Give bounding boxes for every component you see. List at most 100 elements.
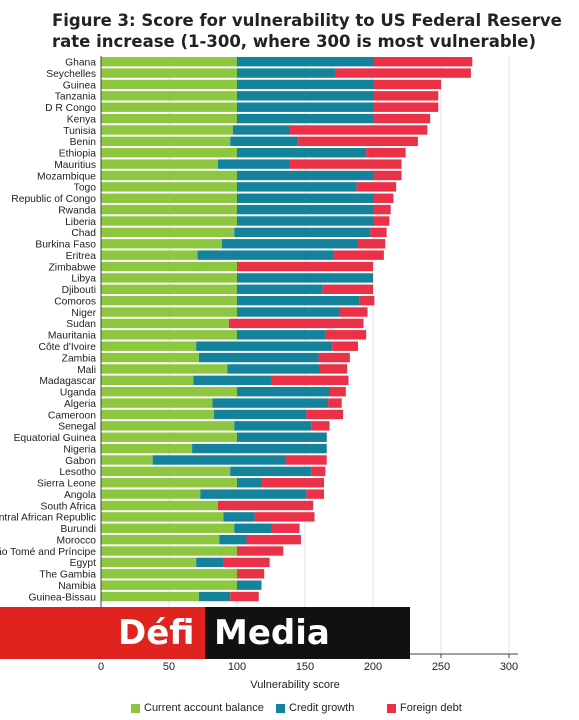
bar-foreign-debt-7 [298, 136, 418, 147]
bar-credit-growth-46 [237, 580, 262, 590]
bar-foreign-debt-2 [373, 79, 441, 90]
bar-credit-growth-7 [230, 136, 299, 147]
bar-credit-growth-20 [237, 284, 323, 294]
bar-foreign-debt-42 [246, 534, 301, 545]
bar-credit-growth-11 [237, 182, 357, 192]
bar-credit-growth-19 [237, 273, 373, 283]
bar-foreign-debt-3 [373, 91, 439, 101]
bar-foreign-debt-14 [373, 216, 390, 226]
bar-foreign-debt-25 [332, 341, 359, 351]
bar-credit-growth-22 [237, 307, 339, 317]
category-label: Benin [70, 137, 97, 148]
bar-credit-growth-31 [213, 409, 307, 420]
category-label: Libya [71, 274, 96, 285]
bar-credit-growth-32 [234, 421, 312, 431]
category-label: Kenya [67, 114, 96, 125]
bar-credit-growth-47 [198, 591, 231, 602]
bar-credit-growth-33 [237, 432, 327, 442]
bar-credit-growth-17 [197, 250, 334, 260]
category-label: Algeria [64, 399, 96, 410]
category-label: Republic of Congo [11, 194, 96, 205]
bar-credit-growth-24 [237, 330, 326, 340]
bar-current-account-36 [101, 466, 231, 477]
bar-foreign-debt-32 [311, 421, 330, 431]
bar-foreign-debt-29 [329, 387, 346, 397]
bar-credit-growth-3 [237, 91, 373, 101]
category-label: Central African Republic [0, 513, 96, 524]
bar-current-account-35 [101, 455, 153, 465]
category-label: Burkina Faso [35, 240, 96, 251]
x-tick-label: 250 [432, 661, 450, 673]
bar-current-account-19 [101, 273, 237, 283]
bar-foreign-debt-10 [373, 170, 402, 181]
bar-current-account-1 [101, 68, 237, 78]
logo-black-block [205, 607, 410, 659]
category-label: Seychelles [46, 69, 96, 80]
bar-current-account-12 [101, 193, 237, 203]
legend-swatch [276, 703, 285, 713]
legend-label: Credit growth [289, 702, 355, 714]
bar-current-account-15 [101, 227, 235, 238]
bar-credit-growth-1 [237, 68, 335, 78]
bar-current-account-38 [101, 489, 201, 499]
bars [101, 56, 473, 602]
category-label: Nigeria [63, 444, 96, 455]
bar-current-account-28 [101, 375, 194, 386]
bar-current-account-31 [101, 409, 214, 420]
bar-current-account-25 [101, 341, 197, 351]
legend-item-credit-growth: Credit growth [276, 700, 354, 716]
bar-credit-growth-42 [219, 534, 247, 545]
legend-item-current-account: Current account balance [131, 700, 264, 716]
bar-current-account-27 [101, 364, 228, 374]
legend-swatch [131, 703, 140, 713]
bar-current-account-0 [101, 56, 237, 67]
bar-current-account-9 [101, 159, 218, 169]
bar-credit-growth-21 [237, 295, 360, 306]
bar-credit-growth-38 [200, 489, 307, 499]
bar-credit-growth-27 [227, 364, 320, 374]
bar-credit-growth-10 [237, 170, 373, 181]
category-label: Togo [74, 183, 97, 194]
category-label: Mali [77, 365, 96, 376]
bar-current-account-2 [101, 79, 237, 90]
category-label: Burundi [61, 524, 97, 535]
x-axis-label: Vulnerability score [250, 679, 339, 691]
bar-credit-growth-40 [223, 512, 255, 522]
category-label: Senegal [58, 422, 96, 433]
bar-credit-growth-2 [237, 79, 373, 90]
bar-current-account-29 [101, 387, 237, 397]
bar-current-account-8 [101, 148, 237, 158]
bar-current-account-40 [101, 512, 224, 522]
bar-foreign-debt-26 [318, 352, 350, 363]
logo-text-media: Media [214, 613, 330, 653]
category-label: Mauritania [48, 331, 96, 342]
bar-foreign-debt-43 [237, 546, 284, 556]
category-label: Sierra Leone [37, 479, 96, 490]
bar-credit-growth-41 [234, 523, 271, 533]
category-label: Guinea [63, 80, 96, 91]
bar-foreign-debt-47 [230, 591, 259, 602]
bar-credit-growth-9 [217, 159, 291, 169]
bar-current-account-7 [101, 136, 231, 147]
bar-current-account-39 [101, 500, 218, 511]
category-label: São Tomé and Príncipe [0, 547, 96, 558]
bar-current-account-32 [101, 421, 235, 431]
bar-credit-growth-6 [232, 125, 291, 135]
bar-current-account-37 [101, 478, 237, 488]
category-label: D R Congo [45, 103, 96, 114]
bar-foreign-debt-31 [306, 409, 344, 420]
bar-current-account-20 [101, 284, 237, 294]
bar-current-account-17 [101, 250, 198, 260]
bar-foreign-debt-15 [370, 227, 387, 238]
category-label: Comoros [54, 296, 96, 307]
bar-foreign-debt-40 [254, 512, 315, 522]
x-tick-label: 50 [163, 661, 175, 673]
bar-current-account-30 [101, 398, 213, 408]
bar-credit-growth-44 [196, 557, 224, 568]
category-label: Uganda [60, 388, 96, 399]
bar-credit-growth-15 [234, 227, 371, 238]
bar-foreign-debt-20 [322, 284, 373, 294]
category-label: Eritrea [66, 251, 97, 262]
category-label: Mauritius [54, 160, 96, 171]
